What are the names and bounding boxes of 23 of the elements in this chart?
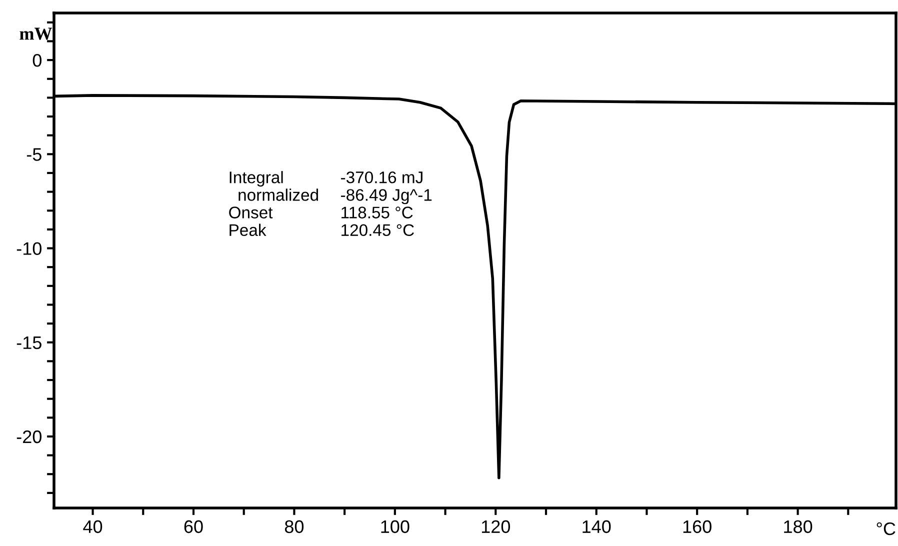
y-tick-label: -5 bbox=[26, 148, 42, 161]
x-tick-label: 80 bbox=[284, 520, 304, 534]
annotation: normalized bbox=[238, 188, 318, 201]
x-tick-label: 140 bbox=[582, 520, 611, 534]
x-tick-label: 120 bbox=[482, 520, 510, 534]
y-tick-label: 0 bbox=[32, 54, 42, 67]
x-tick-label: 40 bbox=[83, 520, 102, 534]
annotation: 120.45 °C bbox=[342, 224, 414, 236]
y-axis-title: mW bbox=[20, 28, 52, 40]
annotation: Onset bbox=[229, 206, 273, 218]
annotation: Integral bbox=[230, 171, 283, 187]
x-tick-label: 160 bbox=[683, 520, 712, 534]
annotation: -370.16 mJ bbox=[341, 171, 422, 184]
x-tick-label: 60 bbox=[184, 520, 203, 534]
annotation: Peak bbox=[230, 224, 266, 236]
y-tick-label: -10 bbox=[16, 242, 42, 255]
annotation: 118.55 °C bbox=[342, 206, 413, 218]
x-tick-label: 100 bbox=[381, 520, 410, 534]
x-axis-title: °C bbox=[876, 522, 896, 536]
y-tick-label: -15 bbox=[16, 336, 42, 350]
y-tick-label: -20 bbox=[16, 430, 42, 444]
annotation: -86.49 Jg^-1 bbox=[341, 189, 432, 204]
x-tick-label: 180 bbox=[784, 520, 812, 534]
